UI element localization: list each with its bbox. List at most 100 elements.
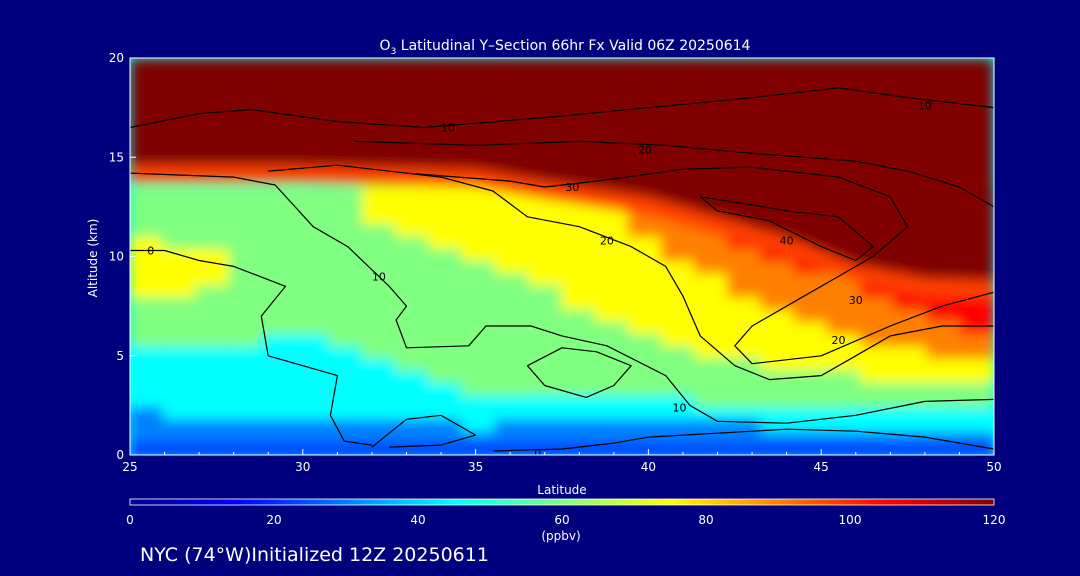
heat-cell [826, 356, 863, 371]
heat-cell [693, 344, 730, 359]
heat-cell [860, 405, 896, 420]
heat-cell [760, 320, 796, 335]
heat-cell [261, 234, 298, 249]
heat-cell [760, 356, 796, 371]
heat-cell [594, 332, 630, 347]
heat-cell [860, 380, 896, 396]
contour-line [354, 140, 994, 208]
heat-cell [361, 393, 397, 408]
heat-cell [195, 234, 231, 249]
heat-cell [461, 210, 497, 225]
heat-cell [660, 234, 696, 249]
heat-cell [760, 307, 796, 323]
heat-cell [295, 405, 331, 420]
heat-cell [860, 295, 896, 310]
heat-cell [361, 222, 397, 237]
heat-cell [693, 368, 730, 383]
y-tick-label: 15 [109, 150, 124, 164]
heat-cell [826, 344, 863, 359]
heat-cell [162, 234, 198, 249]
heat-cell [361, 295, 397, 310]
heat-cell [295, 271, 331, 286]
heat-cell [660, 222, 696, 237]
contour-lines: 0 0 10 10 10 10 20 20 20 30 30 40 [130, 87, 994, 455]
heat-cell [361, 429, 397, 444]
heat-cell [295, 198, 331, 213]
heat-cell [394, 368, 431, 383]
heat-cell [693, 295, 730, 310]
heat-cell [428, 295, 464, 310]
heat-cell [328, 393, 364, 408]
heat-cell [295, 307, 331, 323]
chart-title-rest: Latitudinal Y–Section 66hr Fx Valid 06Z … [396, 38, 750, 54]
heat-cell [693, 332, 730, 347]
heat-cell [727, 393, 763, 408]
heat-cell [527, 356, 563, 371]
heat-cell [527, 380, 563, 396]
heat-cell [959, 332, 994, 347]
colorbar-tick-label: 100 [839, 513, 862, 527]
heat-cell [394, 271, 431, 286]
heat-cell [627, 222, 663, 237]
heat-cell [328, 234, 364, 249]
heat-cell [893, 368, 929, 383]
heat-cell [228, 417, 264, 432]
heat-cell [594, 441, 630, 455]
heat-cell [693, 271, 730, 286]
heat-cell [826, 332, 863, 347]
heat-cell [793, 271, 829, 286]
heat-cell [793, 344, 829, 359]
heat-cell [394, 344, 431, 359]
heat-cell [527, 393, 563, 408]
heat-cell [893, 429, 929, 444]
heat-cell [561, 405, 597, 420]
heat-cell [295, 332, 331, 347]
heat-cell [328, 186, 364, 201]
heat-cell [162, 393, 198, 408]
heat-cell [361, 259, 397, 274]
y-tick-label: 5 [116, 349, 124, 363]
heat-cell [228, 234, 264, 249]
heat-cell [261, 429, 298, 444]
heat-cell [760, 405, 796, 420]
heat-cell [727, 429, 763, 444]
heat-cell [261, 283, 298, 298]
heat-cell [261, 246, 298, 262]
heat-cell [561, 259, 597, 274]
heat-cell [162, 186, 198, 201]
heat-cell [228, 441, 264, 455]
chart-title-prefix: O [380, 38, 391, 54]
heat-cell [394, 186, 431, 201]
heat-cell [228, 356, 264, 371]
heat-cell [162, 320, 198, 335]
heat-cell [162, 356, 198, 371]
heat-cell [594, 356, 630, 371]
heat-cell [261, 222, 298, 237]
heat-cell [893, 417, 929, 432]
y-tick-label: 20 [109, 51, 124, 65]
heat-cell [162, 198, 198, 213]
heat-cell [494, 368, 530, 383]
heat-cell [561, 210, 597, 225]
heat-cell [328, 320, 364, 335]
heat-cell [195, 186, 231, 201]
heat-cell [295, 344, 331, 359]
heat-cell [926, 380, 962, 396]
heat-cell [361, 198, 397, 213]
heat-cell [494, 222, 530, 237]
heat-cell [494, 295, 530, 310]
heat-cell [826, 368, 863, 383]
heat-cell [594, 429, 630, 444]
heat-cell [561, 246, 597, 262]
heat-cell [428, 307, 464, 323]
contour-label: 40 [780, 235, 794, 248]
heat-cell [926, 307, 962, 323]
heat-cell [793, 405, 829, 420]
heat-cell [793, 320, 829, 335]
heat-cell [594, 210, 630, 225]
heat-cell [793, 429, 829, 444]
tropopause-transition-band [130, 165, 994, 299]
heat-cell [361, 246, 397, 262]
heat-cell [959, 368, 994, 383]
heat-cell [594, 246, 630, 262]
